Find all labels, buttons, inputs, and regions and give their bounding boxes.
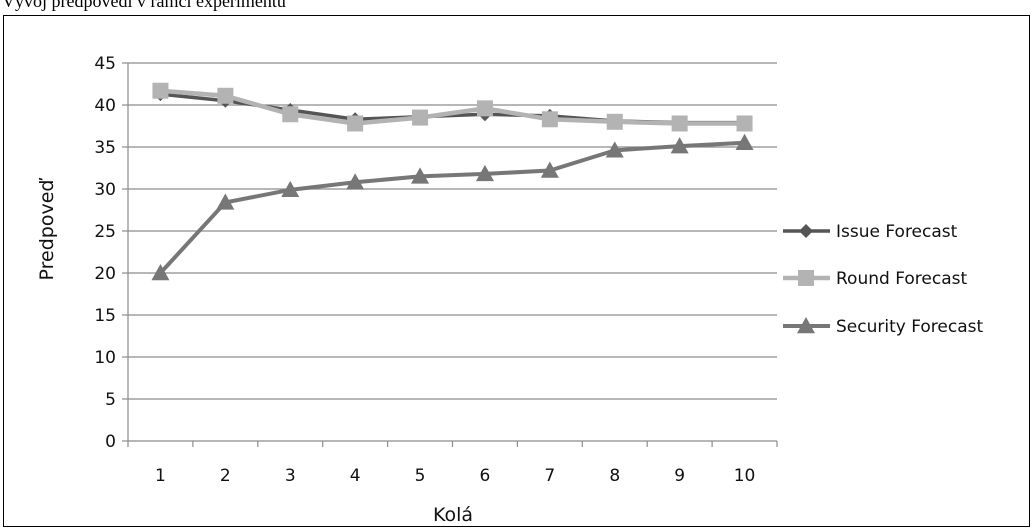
round-forecast-point — [477, 100, 493, 116]
x-tick-label: 3 — [285, 466, 296, 486]
x-tick-labels: 1 2 3 4 5 6 7 8 9 10 — [155, 466, 755, 486]
round-forecast-point — [672, 115, 688, 131]
legend-swatch-marker — [798, 270, 814, 286]
security-forecast-line — [160, 143, 744, 273]
x-tick-label: 5 — [415, 466, 426, 486]
round-forecast-point — [217, 88, 233, 104]
x-tick-label: 9 — [674, 466, 685, 486]
round-forecast-point — [152, 83, 168, 99]
y-tick-label: 15 — [94, 306, 116, 326]
y-tick-label: 40 — [94, 96, 116, 116]
round-forecast-point — [737, 115, 753, 131]
round-forecast-point — [607, 114, 623, 130]
x-tick-label: 2 — [220, 466, 231, 486]
x-tick-label: 6 — [480, 466, 491, 486]
x-tick-label: 4 — [350, 466, 361, 486]
legend-item-round-forecast: Round Forecast — [783, 269, 967, 289]
y-tick-label: 35 — [94, 138, 116, 158]
y-tick-labels: 0 5 10 15 20 25 30 35 40 45 — [94, 54, 116, 452]
y-tick-label: 30 — [94, 180, 116, 200]
y-tick-label: 5 — [105, 390, 116, 410]
x-tick-label: 7 — [544, 466, 555, 486]
y-tick-label: 10 — [94, 348, 116, 368]
round-forecast-point — [282, 106, 298, 122]
issue-forecast-line — [160, 94, 744, 123]
round-forecast-point — [542, 111, 558, 127]
legend: Issue Forecast Round Forecast Security For… — [783, 222, 983, 337]
x-tick-label: 1 — [155, 466, 166, 486]
y-axis-title: Predpoveď — [36, 178, 58, 281]
x-tick-label: 10 — [734, 466, 756, 486]
x-axis-title: Kolá — [433, 504, 473, 526]
legend-item-security-forecast: Security Forecast — [783, 317, 983, 337]
legend-swatch-marker — [799, 224, 813, 238]
legend-item-issue-forecast: Issue Forecast — [783, 222, 958, 242]
y-tick-label: 20 — [94, 264, 116, 284]
round-forecast-line — [160, 91, 744, 124]
legend-label: Issue Forecast — [836, 222, 958, 242]
legend-label: Security Forecast — [836, 317, 983, 337]
y-tick-label: 45 — [94, 54, 116, 74]
x-tick-label: 8 — [609, 466, 620, 486]
y-tick-label: 0 — [105, 432, 116, 452]
series-lines — [160, 91, 744, 273]
round-forecast-point — [412, 110, 428, 126]
y-tick-label: 25 — [94, 222, 116, 242]
legend-label: Round Forecast — [836, 269, 967, 289]
round-forecast-point — [347, 115, 363, 131]
